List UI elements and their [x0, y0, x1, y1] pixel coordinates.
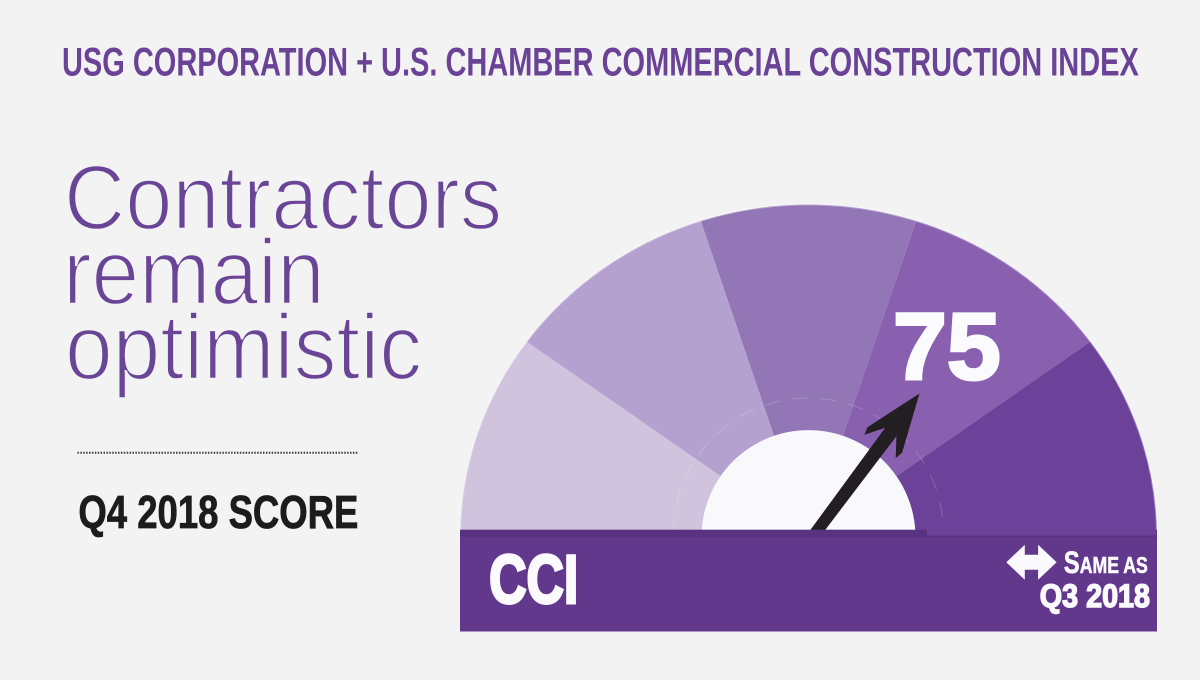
svg-text:remain: remain: [63, 220, 325, 324]
svg-text:Q4 2018 SCORE: Q4 2018 SCORE: [78, 486, 358, 538]
svg-text:USG CORPORATION + U.S. CHAMBER: USG CORPORATION + U.S. CHAMBER COMMERCIA…: [62, 41, 1139, 85]
svg-text:Contractors: Contractors: [64, 147, 502, 249]
svg-text:Q3 2018: Q3 2018: [1040, 578, 1150, 614]
svg-text:SAME AS: SAME AS: [1064, 545, 1148, 580]
svg-text:75: 75: [893, 294, 1001, 400]
svg-text:CCI: CCI: [489, 542, 578, 618]
svg-text:optimistic: optimistic: [65, 295, 422, 399]
